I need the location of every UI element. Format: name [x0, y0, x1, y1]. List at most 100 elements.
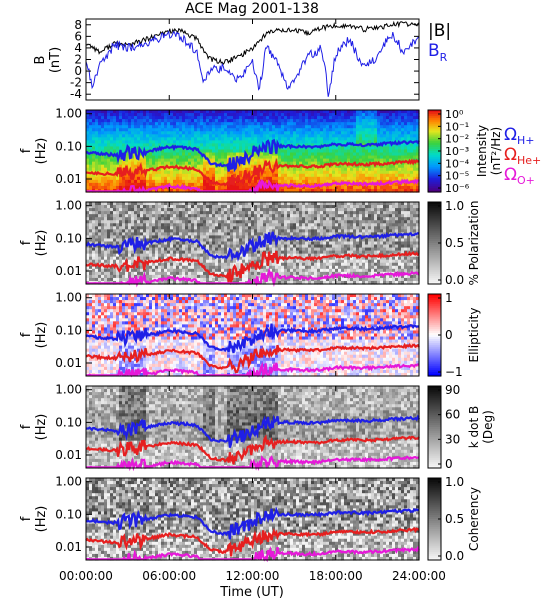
spectrogram-cell: [365, 176, 369, 181]
spectrogram-cell: [164, 241, 168, 246]
spectrogram-cell: [230, 238, 234, 243]
spectrogram-cell: [347, 128, 351, 132]
spectrogram-cell: [341, 173, 345, 178]
spectrogram-cell: [101, 143, 105, 148]
spectrogram-cell: [101, 253, 105, 258]
spectrogram-cell: [329, 122, 333, 126]
spectrogram-cell: [92, 277, 96, 282]
spectrogram-cell: [368, 134, 372, 138]
spectrogram-cell: [242, 137, 246, 141]
spectrogram-cell: [203, 134, 207, 138]
spectrogram-cell: [86, 113, 90, 117]
spectrogram-cell: [356, 158, 360, 163]
spectrogram-cell: [128, 164, 132, 169]
spectrogram-cell: [95, 122, 99, 126]
spectrogram-cell: [287, 140, 291, 145]
spectrogram-cell: [392, 137, 396, 141]
spectrogram-cell: [377, 137, 381, 141]
spectrogram-cell: [278, 271, 282, 276]
spectrogram-cell: [281, 137, 285, 141]
spectrogram-cell: [164, 274, 168, 279]
spectrogram-cell: [227, 110, 231, 114]
spectrogram-cell: [329, 152, 333, 157]
spectrogram-cell: [245, 217, 249, 221]
spectrogram-cell: [374, 113, 378, 117]
spectrogram-cell: [158, 244, 162, 249]
spectrogram-cell: [269, 202, 273, 206]
spectrogram-cell: [191, 274, 195, 279]
spectrogram-cell: [236, 211, 240, 215]
spectrogram-cell: [89, 235, 93, 240]
spectrogram-cell: [326, 128, 330, 132]
spectrogram-cell: [86, 223, 90, 227]
spectrogram-cell: [113, 223, 117, 227]
spectrogram-cell: [248, 205, 252, 209]
spectrogram-cell: [248, 202, 252, 206]
spectrogram-cell: [92, 131, 96, 135]
spectrogram-cell: [395, 149, 399, 154]
spectrogram-cell: [323, 185, 327, 190]
spectrogram-cell: [182, 137, 186, 141]
spectrogram-cell: [365, 155, 369, 160]
colorbar-step: [428, 122, 441, 125]
spectrogram-cell: [218, 110, 222, 114]
spectrogram-cell: [383, 113, 387, 117]
spectrogram-cell: [140, 265, 144, 270]
colorbar-step: [428, 185, 441, 189]
spectrogram-cell: [161, 256, 165, 261]
spectrogram-cell: [152, 235, 156, 240]
spectrogram-cell: [272, 146, 276, 151]
spectrogram-cell: [350, 155, 354, 160]
spectrogram-cell: [185, 259, 189, 264]
spectrogram-cell: [368, 128, 372, 132]
spectrogram-cell: [182, 116, 186, 120]
colorbar-step: [428, 124, 441, 127]
spectrogram-cell: [275, 265, 279, 270]
spectrogram-cell: [203, 131, 207, 135]
spectrogram-cell: [137, 202, 141, 206]
spectrogram-cell: [167, 250, 171, 255]
spectrogram-cell: [308, 173, 312, 178]
spectrogram-cell: [107, 256, 111, 261]
spectrogram-cell: [128, 161, 132, 166]
spectrogram-cell: [368, 122, 372, 126]
spectrogram-cell: [179, 247, 183, 252]
spectrogram-cell: [281, 253, 285, 258]
spectrogram-cell: [233, 155, 237, 160]
spectrogram-cell: [395, 170, 399, 175]
spectrogram-cell: [146, 137, 150, 141]
spectrogram-cell: [230, 211, 234, 215]
spectrogram-cell: [152, 250, 156, 255]
spectrogram-cell: [209, 205, 213, 209]
spectrogram-cell: [173, 241, 177, 246]
spectrogram-cell: [284, 131, 288, 135]
spectrogram-cell: [125, 217, 129, 221]
spectrogram-cell: [320, 170, 324, 175]
spectrogram-cell: [185, 134, 189, 138]
spectrogram-cell: [341, 167, 345, 172]
spectrogram-cell: [104, 211, 108, 215]
spectrogram-cell: [128, 220, 132, 224]
spectrogram-cell: [254, 226, 258, 230]
spectrogram-cell: [398, 134, 402, 138]
spectrogram-cell: [245, 277, 249, 282]
spectrogram-cell: [242, 211, 246, 215]
spectrogram-cell: [98, 116, 102, 120]
spectrogram-cell: [368, 110, 372, 114]
spectrogram-cell: [323, 176, 327, 181]
spectrogram-cell: [173, 280, 177, 285]
spectrogram-cell: [254, 176, 258, 181]
spectrogram-cell: [269, 122, 273, 126]
spectrogram-cell: [395, 134, 399, 138]
spectrogram-cell: [317, 143, 321, 148]
spectrogram-cell: [194, 179, 198, 184]
spectrogram-cell: [140, 110, 144, 114]
spectrogram-cell: [233, 214, 237, 218]
spectrogram-cell: [161, 262, 165, 267]
spectrogram-cell: [185, 205, 189, 209]
spectrogram-cell: [245, 238, 249, 243]
spectrogram-cell: [410, 185, 414, 190]
spectrogram-cell: [416, 155, 420, 160]
spectrogram-cell: [104, 226, 108, 230]
spectrogram-cell: [197, 232, 201, 237]
